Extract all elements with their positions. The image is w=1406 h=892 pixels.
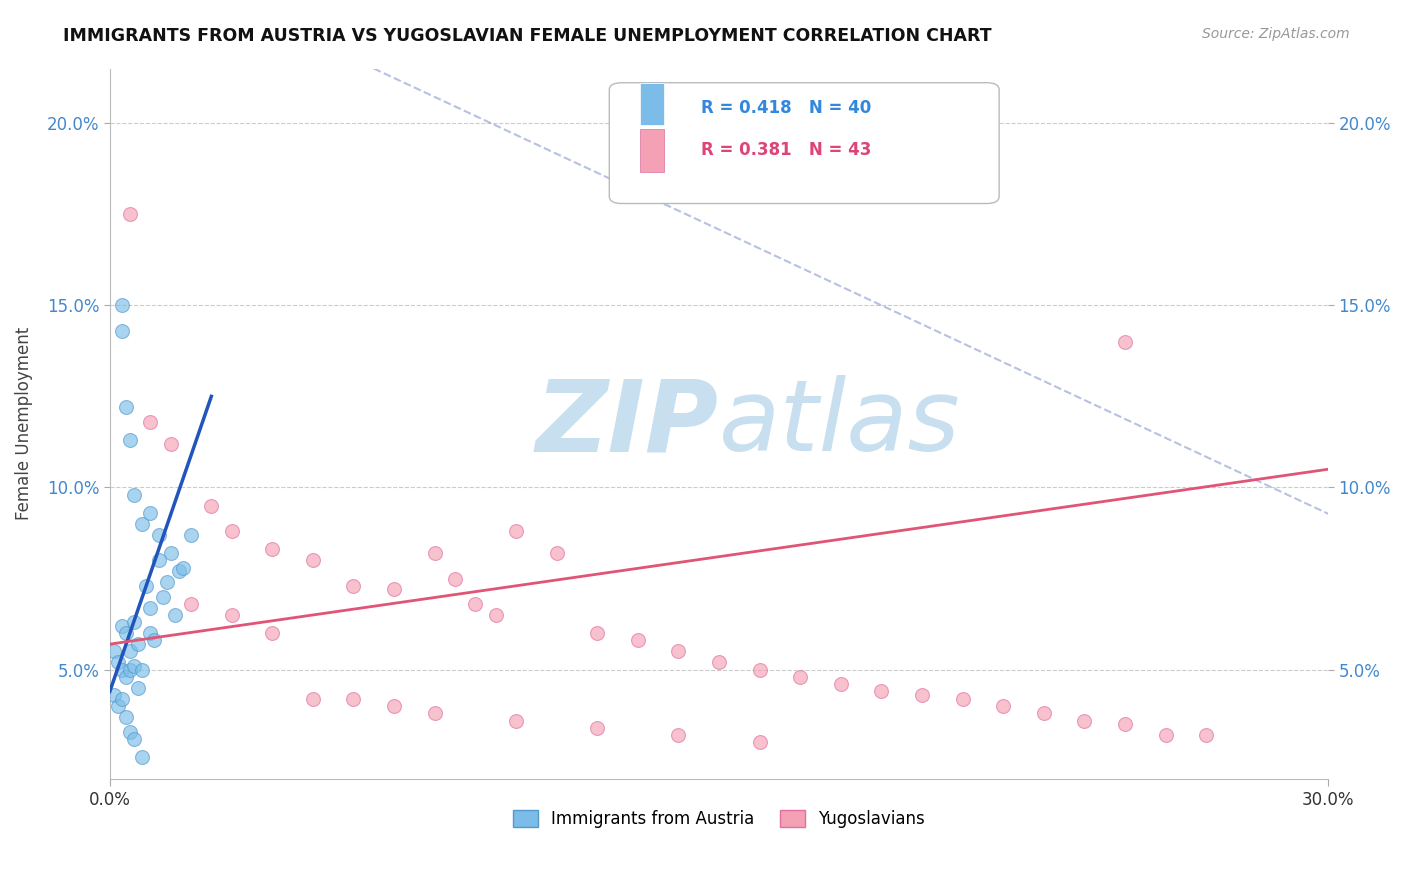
Immigrants from Austria bbox=[131, 750, 153, 764]
Yugoslavians bbox=[586, 626, 609, 640]
Yugoslavians bbox=[262, 542, 284, 557]
Yugoslavians bbox=[666, 728, 689, 742]
Yugoslavians bbox=[159, 436, 181, 450]
Immigrants from Austria bbox=[120, 433, 142, 447]
Text: R = 0.381   N = 43: R = 0.381 N = 43 bbox=[700, 141, 872, 159]
Yugoslavians bbox=[1073, 714, 1095, 728]
Immigrants from Austria bbox=[127, 681, 149, 695]
Yugoslavians bbox=[423, 546, 446, 560]
Text: ZIP: ZIP bbox=[536, 376, 718, 472]
Immigrants from Austria bbox=[180, 528, 202, 542]
Yugoslavians bbox=[342, 579, 364, 593]
Text: IMMIGRANTS FROM AUSTRIA VS YUGOSLAVIAN FEMALE UNEMPLOYMENT CORRELATION CHART: IMMIGRANTS FROM AUSTRIA VS YUGOSLAVIAN F… bbox=[63, 27, 991, 45]
Immigrants from Austria bbox=[131, 516, 153, 531]
Immigrants from Austria bbox=[122, 488, 145, 502]
Yugoslavians bbox=[1032, 706, 1054, 721]
Immigrants from Austria bbox=[135, 579, 157, 593]
Yugoslavians bbox=[221, 524, 243, 539]
Yugoslavians bbox=[666, 644, 689, 658]
Yugoslavians bbox=[993, 699, 1015, 714]
Immigrants from Austria bbox=[156, 575, 179, 590]
Immigrants from Austria bbox=[115, 401, 138, 415]
Immigrants from Austria bbox=[122, 615, 145, 630]
Immigrants from Austria bbox=[107, 699, 129, 714]
Immigrants from Austria bbox=[131, 663, 153, 677]
Yugoslavians bbox=[707, 656, 730, 670]
Yugoslavians bbox=[120, 207, 142, 221]
Immigrants from Austria bbox=[148, 528, 170, 542]
Immigrants from Austria bbox=[159, 546, 181, 560]
Yugoslavians bbox=[382, 699, 405, 714]
Yugoslavians bbox=[586, 721, 609, 735]
Immigrants from Austria bbox=[103, 688, 125, 702]
Y-axis label: Female Unemployment: Female Unemployment bbox=[15, 327, 32, 520]
Immigrants from Austria bbox=[107, 656, 129, 670]
Yugoslavians bbox=[1114, 717, 1136, 731]
Legend: Immigrants from Austria, Yugoslavians: Immigrants from Austria, Yugoslavians bbox=[506, 803, 931, 835]
Yugoslavians bbox=[748, 663, 770, 677]
Yugoslavians bbox=[546, 546, 568, 560]
Immigrants from Austria bbox=[115, 710, 138, 724]
Yugoslavians bbox=[382, 582, 405, 597]
Immigrants from Austria bbox=[127, 637, 149, 651]
FancyBboxPatch shape bbox=[609, 83, 1000, 203]
Immigrants from Austria bbox=[139, 506, 162, 520]
Yugoslavians bbox=[139, 415, 162, 429]
Yugoslavians bbox=[627, 633, 650, 648]
Yugoslavians bbox=[911, 688, 934, 702]
Yugoslavians bbox=[464, 597, 486, 611]
Immigrants from Austria bbox=[120, 724, 142, 739]
Text: R = 0.418   N = 40: R = 0.418 N = 40 bbox=[700, 99, 870, 117]
Immigrants from Austria bbox=[172, 560, 194, 574]
Immigrants from Austria bbox=[122, 659, 145, 673]
Yugoslavians bbox=[262, 626, 284, 640]
Yugoslavians bbox=[302, 691, 325, 706]
Immigrants from Austria bbox=[111, 324, 134, 338]
Yugoslavians bbox=[444, 572, 467, 586]
Yugoslavians bbox=[789, 670, 811, 684]
Immigrants from Austria bbox=[111, 663, 134, 677]
Immigrants from Austria bbox=[139, 626, 162, 640]
FancyBboxPatch shape bbox=[640, 83, 664, 126]
Yugoslavians bbox=[952, 691, 974, 706]
FancyBboxPatch shape bbox=[640, 129, 664, 171]
Immigrants from Austria bbox=[152, 590, 174, 604]
Immigrants from Austria bbox=[122, 731, 145, 746]
Yugoslavians bbox=[748, 735, 770, 749]
Immigrants from Austria bbox=[139, 600, 162, 615]
Immigrants from Austria bbox=[148, 553, 170, 567]
Yugoslavians bbox=[221, 607, 243, 622]
Yugoslavians bbox=[505, 524, 527, 539]
Yugoslavians bbox=[1154, 728, 1177, 742]
Immigrants from Austria bbox=[167, 564, 190, 578]
Yugoslavians bbox=[830, 677, 852, 691]
Text: Source: ZipAtlas.com: Source: ZipAtlas.com bbox=[1202, 27, 1350, 41]
Yugoslavians bbox=[200, 499, 222, 513]
Yugoslavians bbox=[302, 553, 325, 567]
Yugoslavians bbox=[870, 684, 893, 698]
Immigrants from Austria bbox=[163, 607, 186, 622]
Yugoslavians bbox=[1114, 334, 1136, 349]
Immigrants from Austria bbox=[115, 670, 138, 684]
Yugoslavians bbox=[484, 607, 506, 622]
Yugoslavians bbox=[1195, 728, 1218, 742]
Immigrants from Austria bbox=[111, 691, 134, 706]
Text: atlas: atlas bbox=[718, 376, 960, 472]
Yugoslavians bbox=[505, 714, 527, 728]
Immigrants from Austria bbox=[120, 663, 142, 677]
Immigrants from Austria bbox=[120, 644, 142, 658]
Immigrants from Austria bbox=[143, 633, 166, 648]
Yugoslavians bbox=[180, 597, 202, 611]
Immigrants from Austria bbox=[111, 298, 134, 312]
Yugoslavians bbox=[423, 706, 446, 721]
Immigrants from Austria bbox=[115, 626, 138, 640]
Immigrants from Austria bbox=[103, 644, 125, 658]
Yugoslavians bbox=[342, 691, 364, 706]
Immigrants from Austria bbox=[111, 619, 134, 633]
